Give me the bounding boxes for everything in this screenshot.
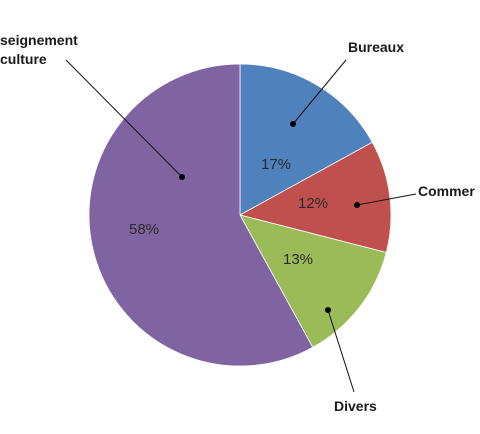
pie-slice-commer — [238, 141, 392, 254]
category-label-bureaux: Bureaux — [348, 39, 404, 55]
leader-lines-layer — [65, 59, 417, 393]
pie-slice-bureaux — [239, 63, 373, 216]
pie-slice-divers — [239, 214, 387, 348]
category-labels-layer: Bureaux Commer Divers seignement culture — [0, 32, 475, 414]
leader-dot-divers — [325, 307, 331, 313]
leader-line-bureaux — [292, 59, 347, 125]
category-label-enseignement-line1: seignement — [0, 32, 78, 48]
percent-label-enseignement-culture: 58% — [129, 221, 159, 238]
category-label-enseignement-line2: culture — [0, 51, 47, 67]
percent-labels-layer: 17% 12% 13% 58% — [129, 156, 328, 268]
percent-label-bureaux: 17% — [261, 156, 291, 173]
leader-line-commer — [356, 193, 417, 206]
category-label-divers: Divers — [334, 398, 377, 414]
percent-label-divers: 13% — [283, 251, 313, 268]
category-label-commer: Commer — [418, 183, 475, 199]
slices-layer — [88, 63, 392, 367]
percent-label-commer: 12% — [298, 195, 328, 212]
leader-dot-bureaux — [290, 121, 296, 127]
leader-dot-commer — [354, 202, 360, 208]
leader-line-enseignement-culture — [65, 59, 183, 178]
leader-line-divers — [327, 309, 355, 393]
leader-dot-enseignement-culture — [179, 174, 185, 180]
